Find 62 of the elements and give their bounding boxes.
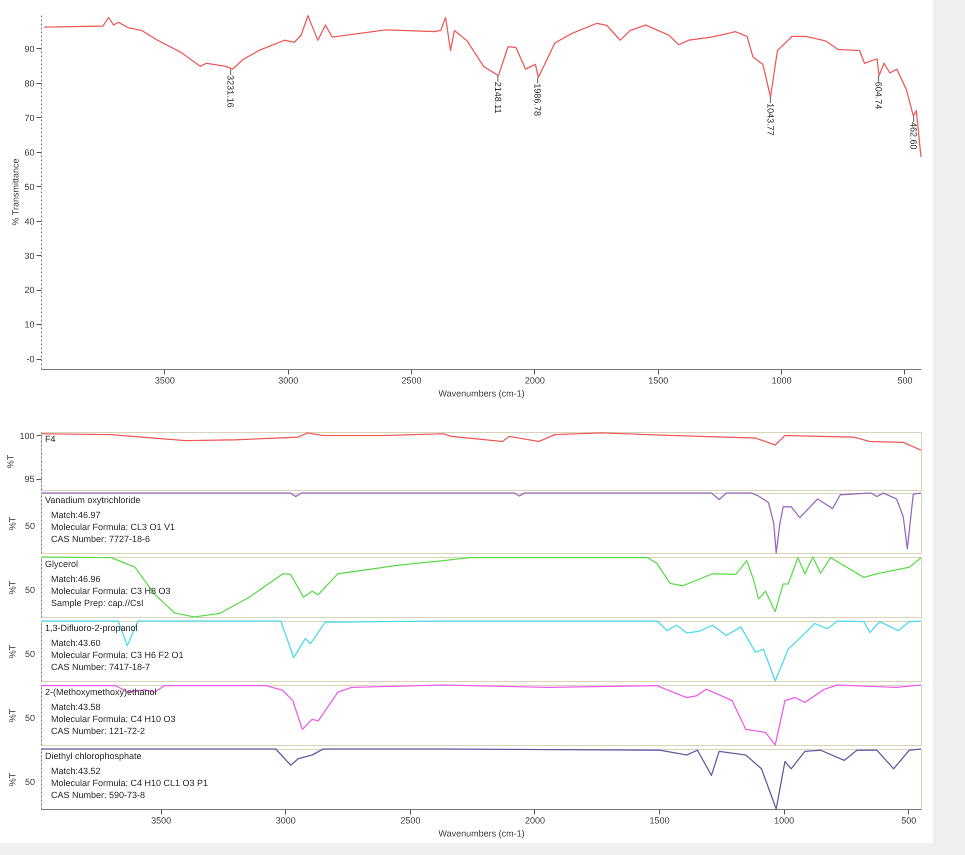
x-tick-label: 1500 xyxy=(650,816,670,826)
x-axis-title: Wavenumbers (cm-1) xyxy=(438,828,525,838)
x-tick-label: 2000 xyxy=(524,376,545,386)
x-tick-label: 3000 xyxy=(278,376,298,386)
x-tick-label: 500 xyxy=(897,376,912,386)
x-tick-label: 1000 xyxy=(772,376,792,386)
x-tick-label: 3500 xyxy=(154,376,175,386)
x-axis-title: Wavenumbers (cm-1) xyxy=(438,388,525,398)
y-axis-title: % Transmittance xyxy=(10,158,20,226)
y-tick-label: -0 xyxy=(26,354,34,364)
y-tick-label: 60 xyxy=(24,147,34,158)
y-tick-label: 90 xyxy=(24,44,34,54)
annotation: Match:43.58 xyxy=(51,702,101,712)
y-tick-label: 30 xyxy=(24,250,34,261)
annotation: 1043.77 xyxy=(765,103,776,136)
annotation: Match:46.97 xyxy=(51,510,101,520)
y-tick-label: 80 xyxy=(24,78,34,88)
annotation: 2148.11 xyxy=(492,82,503,114)
annotation: Molecular Formula: CL3 O1 V1 xyxy=(51,522,176,532)
y-axis-title: %T xyxy=(5,454,16,468)
y-tick-label: 50 xyxy=(24,182,34,192)
y-tick-label: 95 xyxy=(24,474,34,484)
annotation: 462.60 xyxy=(908,122,919,150)
line-series xyxy=(40,432,922,451)
annotation: Match:43.52 xyxy=(51,766,101,776)
series-label: F4 xyxy=(45,434,56,444)
x-tick-label: 1500 xyxy=(648,376,668,386)
annotation: Molecular Formula: C4 H10 CL1 O3 P1 xyxy=(51,778,208,788)
annotation: 1986.78 xyxy=(532,83,543,116)
annotation: Molecular Formula: C4 H10 O3 xyxy=(51,714,176,724)
annotation: CAS Number: 7417-18-7 xyxy=(51,662,150,672)
x-tick-label: 2000 xyxy=(524,816,545,826)
annotation: Molecular Formula: C3 H6 F2 O1 xyxy=(51,650,184,660)
x-tick-label: 2500 xyxy=(402,376,422,386)
line-series xyxy=(44,15,922,158)
x-tick-label: 3500 xyxy=(151,816,172,826)
y-axis-title: %T xyxy=(8,580,18,594)
y-axis-title: %T xyxy=(8,708,18,722)
series-label: 2-(Methoxymethoxy)ethanol xyxy=(45,687,157,697)
y-tick-label: 20 xyxy=(24,285,34,296)
annotation: Match:46.96 xyxy=(51,574,101,584)
x-tick-label: 1000 xyxy=(774,816,794,826)
y-tick-label: 100 xyxy=(19,430,34,441)
y-axis-title: %T xyxy=(8,516,18,530)
y-axis-title: %T xyxy=(8,644,18,658)
series-label: Vanadium oxytrichloride xyxy=(45,495,140,505)
x-tick-label: 3000 xyxy=(276,816,296,826)
y-tick-label: 40 xyxy=(24,216,34,226)
annotation: Sample Prep: cap.//CsI xyxy=(51,598,144,608)
annotation: Match:43.60 xyxy=(51,638,101,648)
annotation: CAS Number: 590-73-8 xyxy=(51,790,146,800)
series-label: Glycerol xyxy=(45,559,78,569)
y-axis-title: %T xyxy=(8,772,18,786)
y-tick-label: 70 xyxy=(24,112,34,123)
annotation: 3231.16 xyxy=(226,75,236,108)
x-tick-label: 500 xyxy=(901,816,916,826)
y-tick-label: 10 xyxy=(24,320,34,330)
annotation: CAS Number: 121-72-2 xyxy=(51,726,146,736)
series-label: Diethyl chlorophosphate xyxy=(45,751,142,761)
x-tick-label: 2500 xyxy=(400,816,420,826)
annotation: 604.74 xyxy=(874,82,884,110)
annotation: CAS Number: 7727-18-6 xyxy=(51,534,150,544)
